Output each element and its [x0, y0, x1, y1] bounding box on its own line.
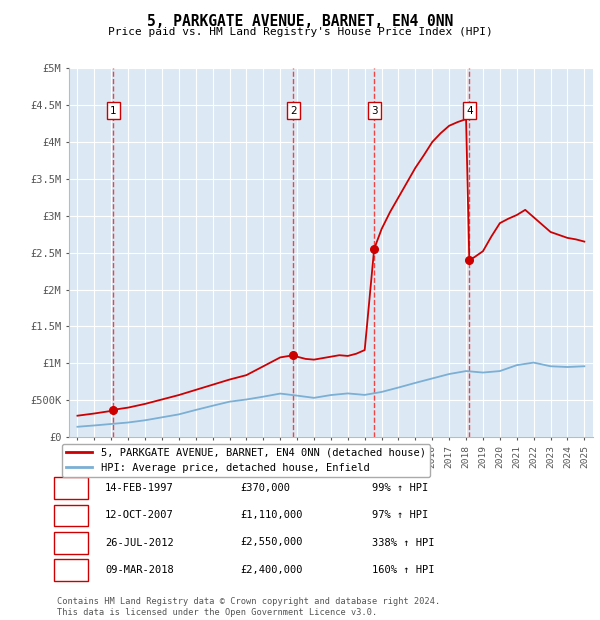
Text: 5, PARKGATE AVENUE, BARNET, EN4 0NN: 5, PARKGATE AVENUE, BARNET, EN4 0NN [147, 14, 453, 29]
Text: 99% ↑ HPI: 99% ↑ HPI [372, 483, 428, 493]
Text: Price paid vs. HM Land Registry's House Price Index (HPI): Price paid vs. HM Land Registry's House … [107, 27, 493, 37]
Text: 4: 4 [68, 565, 74, 575]
Legend: 5, PARKGATE AVENUE, BARNET, EN4 0NN (detached house), HPI: Average price, detach: 5, PARKGATE AVENUE, BARNET, EN4 0NN (det… [62, 443, 430, 477]
Text: 2: 2 [290, 105, 297, 115]
Text: 1: 1 [68, 483, 74, 493]
Text: 2: 2 [68, 510, 74, 520]
Text: 97% ↑ HPI: 97% ↑ HPI [372, 510, 428, 520]
Text: £370,000: £370,000 [240, 483, 290, 493]
Text: £2,400,000: £2,400,000 [240, 565, 302, 575]
Text: 3: 3 [68, 538, 74, 547]
Text: £1,110,000: £1,110,000 [240, 510, 302, 520]
Text: 12-OCT-2007: 12-OCT-2007 [105, 510, 174, 520]
Text: 09-MAR-2018: 09-MAR-2018 [105, 565, 174, 575]
Text: 338% ↑ HPI: 338% ↑ HPI [372, 538, 434, 547]
Text: 3: 3 [371, 105, 377, 115]
Text: 14-FEB-1997: 14-FEB-1997 [105, 483, 174, 493]
Text: 1: 1 [110, 105, 116, 115]
Text: £2,550,000: £2,550,000 [240, 538, 302, 547]
Text: 4: 4 [466, 105, 473, 115]
Text: 26-JUL-2012: 26-JUL-2012 [105, 538, 174, 547]
Text: Contains HM Land Registry data © Crown copyright and database right 2024.
This d: Contains HM Land Registry data © Crown c… [57, 598, 440, 617]
Text: 160% ↑ HPI: 160% ↑ HPI [372, 565, 434, 575]
